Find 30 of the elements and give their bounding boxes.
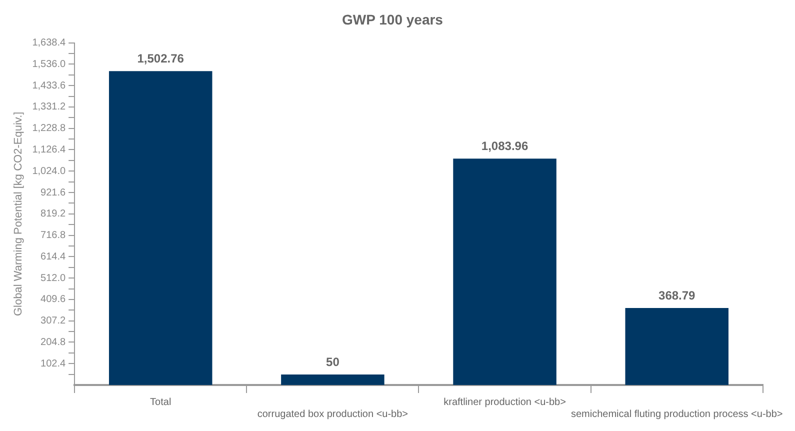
y-tick-label: 819.2	[40, 208, 66, 220]
y-axis-title: Global Warming Potential [kg CO2-Equiv.]	[12, 112, 25, 316]
y-tick-label: 512.0	[40, 272, 66, 284]
x-tick-label: corrugated box production <u-bb>	[257, 408, 408, 420]
data-label: 368.79	[658, 288, 696, 302]
y-tick-label: 307.2	[40, 316, 66, 327]
y-tick-label: 1,228.8	[32, 123, 66, 134]
y-tick-label: 1,433.6	[32, 80, 66, 92]
y-tick-label: 1,331.2	[32, 102, 66, 113]
bar	[625, 308, 728, 385]
y-tick-label: 1,126.4	[32, 144, 66, 156]
x-tick-label: semichemical fluting production process <u-bb>	[570, 408, 783, 420]
x-tick-label: kraftliner production <u-bb>	[444, 396, 566, 408]
y-tick-label: 716.8	[40, 230, 66, 242]
bar	[108, 71, 212, 385]
y-tick-label: 614.4	[40, 251, 66, 262]
data-label: 1,083.96	[481, 138, 528, 153]
y-tick-label: 921.6	[40, 187, 66, 198]
data-label: 1,502.76	[137, 51, 184, 66]
bar	[453, 158, 556, 385]
chart-title: GWP 100 years	[342, 11, 444, 28]
y-tick-label: 1,638.4	[32, 38, 66, 49]
y-tick-label: 102.4	[40, 358, 66, 370]
bar	[281, 374, 384, 385]
y-tick-label: 204.8	[40, 336, 66, 348]
data-label: 50	[326, 354, 340, 369]
x-tick-label: Total	[150, 396, 172, 408]
y-tick-label: 1,536.0	[32, 58, 66, 70]
y-tick-label: 409.6	[40, 294, 66, 306]
y-tick-label: 1,024.0	[32, 166, 66, 177]
